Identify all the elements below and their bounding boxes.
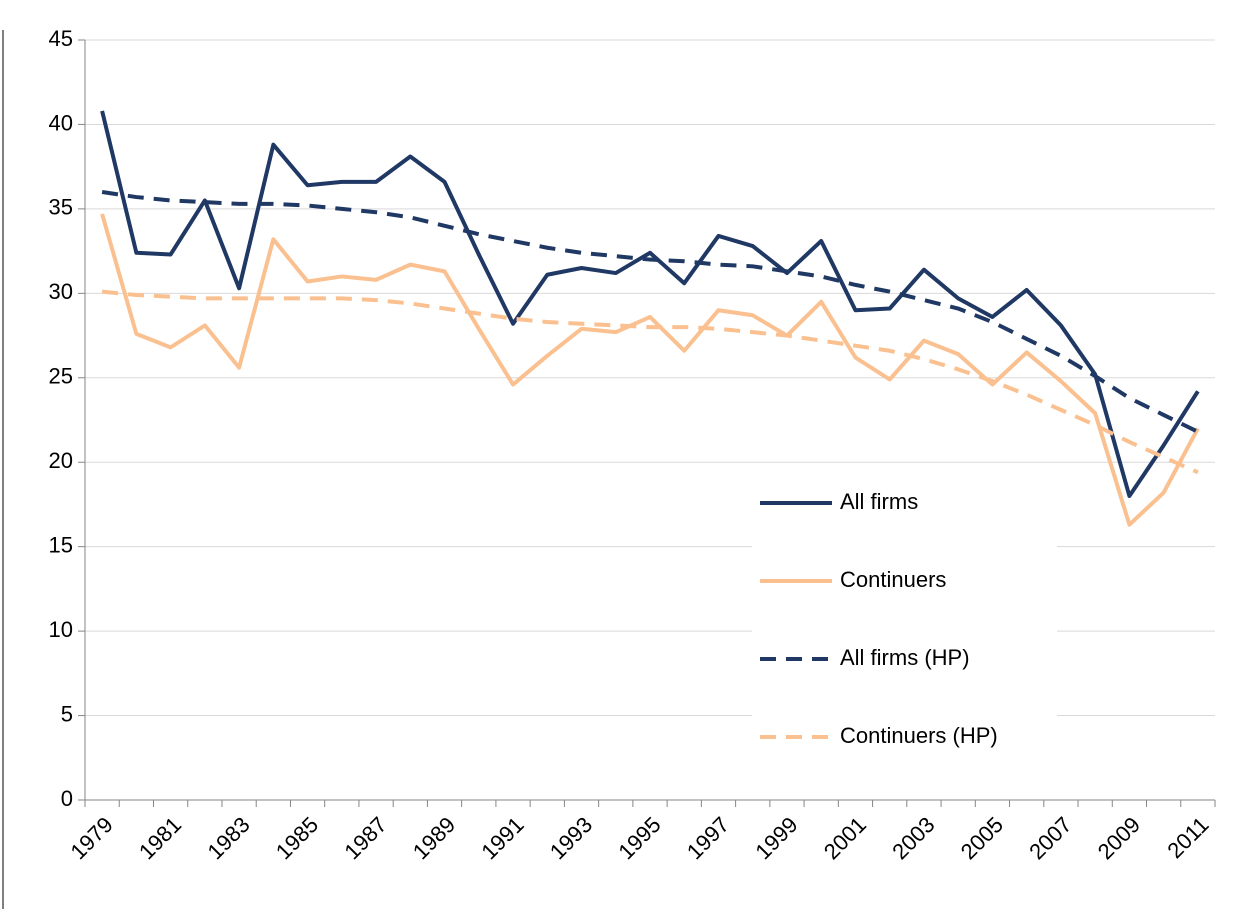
series-line <box>101 190 1199 434</box>
legend-label: Continuers (HP) <box>840 723 998 748</box>
legend-label: All firms (HP) <box>840 645 970 670</box>
x-tick-label: 2007 <box>1024 812 1076 864</box>
y-tick-label: 0 <box>61 786 73 811</box>
x-tick-label: 2011 <box>1162 812 1213 863</box>
series-line <box>101 289 1199 475</box>
x-tick-label: 1989 <box>408 812 460 864</box>
legend-label: Continuers <box>840 567 946 592</box>
x-tick-label: 1995 <box>613 812 665 864</box>
x-tick-label: 1999 <box>750 812 802 864</box>
x-tick-label: 1979 <box>65 812 117 864</box>
x-tick-label: 2001 <box>819 812 871 864</box>
y-tick-label: 45 <box>49 26 73 51</box>
legend-background <box>752 470 1057 792</box>
x-tick-label: 2009 <box>1093 812 1145 864</box>
y-tick-label: 40 <box>49 110 73 135</box>
x-tick-label: 1993 <box>545 812 597 864</box>
y-tick-label: 15 <box>49 532 73 557</box>
legend: All firms Continuers All firms (HP) Continu… <box>752 470 1057 792</box>
x-tick-label: 2003 <box>887 812 939 864</box>
y-tick-label: 30 <box>49 279 73 304</box>
series-line <box>100 110 1200 498</box>
y-tick-label: 10 <box>49 617 73 642</box>
x-tick-label: 2005 <box>956 812 1008 864</box>
x-tick-label: 1991 <box>476 812 528 864</box>
x-tick-label: 1987 <box>339 812 391 864</box>
series-line <box>100 213 1200 527</box>
x-tick-label: 1997 <box>682 812 734 864</box>
x-tick-label: 1981 <box>134 812 186 864</box>
y-tick-label: 5 <box>61 701 73 726</box>
y-tick-label: 25 <box>49 364 73 389</box>
x-tick-label: 1983 <box>202 812 254 864</box>
legend-label: All firms <box>840 489 918 514</box>
x-tick-label: 1985 <box>271 812 323 864</box>
y-tick-label: 35 <box>49 195 73 220</box>
y-tick-label: 20 <box>49 448 73 473</box>
